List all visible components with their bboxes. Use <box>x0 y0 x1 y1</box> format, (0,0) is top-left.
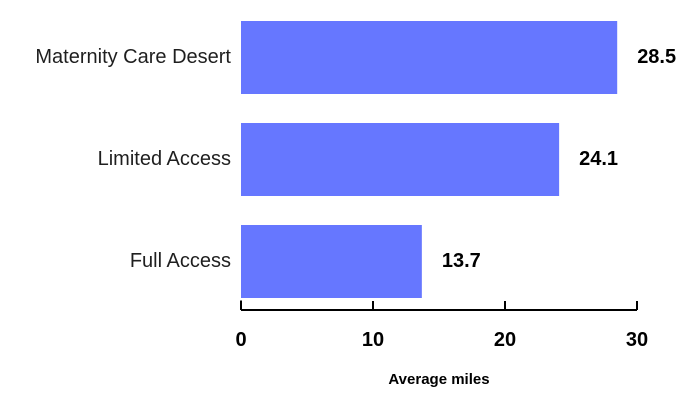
x-axis-title: Average miles <box>388 371 489 388</box>
category-label: Maternity Care Desert <box>35 46 231 68</box>
x-tick-label: 10 <box>362 329 384 351</box>
bars-layer: Maternity Care Desert 28.5 Limited Access 2… <box>35 21 676 298</box>
x-tick-label: 20 <box>494 329 516 351</box>
bar-limited-access <box>241 123 559 196</box>
category-label: Limited Access <box>98 148 231 170</box>
x-tick-label: 30 <box>626 329 648 351</box>
bar-full-access <box>241 225 422 298</box>
x-axis: 0 10 20 30 <box>235 300 648 351</box>
value-label: 13.7 <box>442 250 481 272</box>
bar-maternity-care-desert <box>241 21 617 94</box>
category-label: Full Access <box>130 250 231 272</box>
x-tick-label: 0 <box>235 329 246 351</box>
value-label: 28.5 <box>637 46 676 68</box>
value-label: 24.1 <box>579 148 618 170</box>
